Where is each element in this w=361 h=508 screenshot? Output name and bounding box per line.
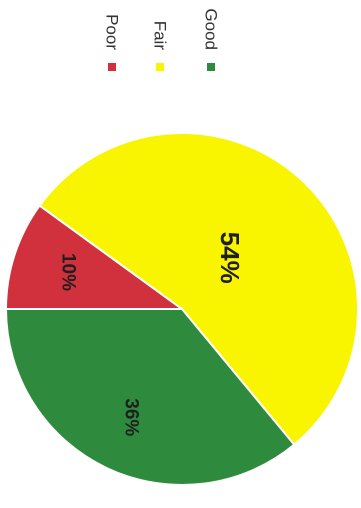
- pie-slices: [4, 132, 359, 486]
- legend: Poor Fair Good: [103, 8, 221, 71]
- pie-slice-fair: [38, 132, 359, 447]
- legend-swatch-poor: [108, 63, 116, 71]
- legend-label-good: Good: [202, 8, 221, 50]
- legend-label-poor: Poor: [103, 14, 122, 50]
- slice-label-good: 36%: [121, 398, 142, 436]
- pie-slice-good: [4, 308, 296, 486]
- legend-swatch-fair: [156, 63, 164, 71]
- slice-labels: 10% 54% 36%: [58, 232, 246, 437]
- slice-label-poor: 10%: [58, 253, 79, 291]
- legend-label-fair: Fair: [151, 21, 170, 51]
- pie-slice-poor: [4, 204, 186, 310]
- slice-label-fair: 54%: [215, 232, 245, 284]
- legend-swatch-good: [207, 63, 215, 71]
